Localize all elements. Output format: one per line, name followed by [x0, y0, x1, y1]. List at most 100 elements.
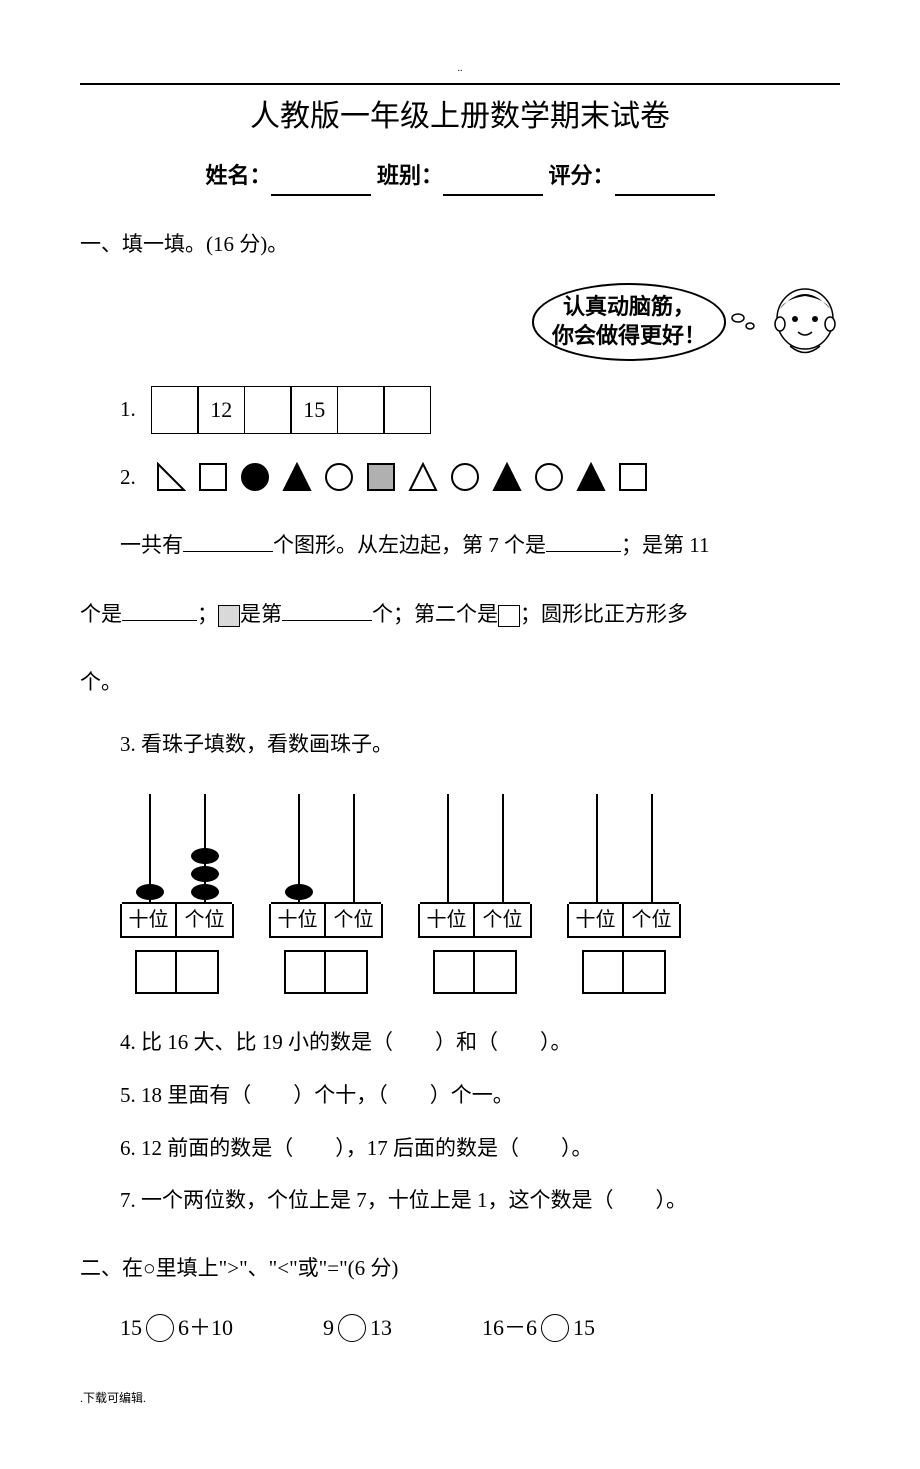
encouragement-area: 认真动脑筋， 你会做得更好！ [80, 283, 840, 360]
comp2-circle[interactable] [338, 1314, 366, 1342]
q2-blank1[interactable] [183, 532, 273, 552]
q7-text: 一个两位数，个位上是 7，十位上是 1，这个数是（ ）。 [141, 1188, 687, 1212]
q2-blank4[interactable] [282, 601, 372, 621]
q6-num: 6. [120, 1136, 136, 1160]
comp1-right: 6＋10 [178, 1308, 233, 1348]
q2-blank3[interactable] [122, 601, 197, 621]
comp2-left: 9 [323, 1308, 334, 1348]
abacus-1: 十位个位 [269, 794, 383, 994]
answer-boxes[interactable] [284, 950, 368, 994]
info-line: 姓名： 班别： 评分： [80, 156, 840, 196]
gray-square-icon [218, 605, 240, 627]
q6: 6. 12 前面的数是（ ），17 后面的数是（ ）。 [120, 1130, 840, 1168]
abacus-3: 十位个位 [567, 794, 681, 994]
triangle-icon [408, 462, 438, 492]
q2-t3: 个。 [80, 670, 122, 694]
q5: 5. 18 里面有（ ）个十，（ ）个一。 [120, 1077, 840, 1115]
comp-2: 9 13 [323, 1308, 392, 1348]
child-icon [770, 284, 840, 359]
q1-cell-1: 12 [197, 386, 245, 434]
q7: 7. 一个两位数，个位上是 7，十位上是 1，这个数是（ ）。 [120, 1182, 840, 1220]
header-dots: .. [80, 60, 840, 78]
comp2-right: 13 [370, 1308, 392, 1348]
square-icon [618, 462, 648, 492]
q2-shapes: 2. [120, 459, 840, 497]
comp1-circle[interactable] [146, 1314, 174, 1342]
ones-label: 个位 [475, 904, 530, 936]
q3: 3. 看珠子填数，看数画珠子。 [120, 726, 840, 764]
q5-num: 5. [120, 1083, 136, 1107]
name-blank[interactable] [271, 174, 371, 196]
q2-t2d: 个；第二个是 [372, 602, 498, 626]
q1-cell-5[interactable] [383, 386, 431, 434]
q1-cell-0[interactable] [151, 386, 199, 434]
white-square-icon [498, 605, 520, 627]
q4-num: 4. [120, 1030, 136, 1054]
ones-label: 个位 [177, 904, 232, 936]
triangle-icon [576, 462, 606, 492]
circle-icon [324, 462, 354, 492]
score-blank[interactable] [615, 174, 715, 196]
right-triangle-icon [156, 462, 186, 492]
section1-header: 一、填一填。(16 分)。 [80, 226, 840, 264]
tens-label: 十位 [420, 904, 475, 936]
comp1-left: 15 [120, 1308, 142, 1348]
answer-boxes[interactable] [135, 950, 219, 994]
comp-3: 16－6 15 [482, 1308, 595, 1348]
triangle-icon [282, 462, 312, 492]
q2-t2e: ；圆形比正方形多 [520, 602, 688, 626]
q5-text: 18 里面有（ ）个十，（ ）个一。 [141, 1083, 514, 1107]
bubble-line2: 你会做得更好！ [552, 322, 706, 351]
name-label: 姓名： [205, 163, 271, 188]
abacus-0: 十位个位 [120, 794, 234, 994]
bubble-tail-icon [730, 312, 760, 332]
header-rule [80, 83, 840, 85]
q3-num: 3. [120, 732, 136, 756]
q2-num: 2. [120, 459, 136, 497]
q2-blank2[interactable] [546, 532, 621, 552]
class-label: 班别： [377, 163, 443, 188]
q2-t2a: 个是 [80, 602, 122, 626]
bubble-line1: 认真动脑筋， [552, 293, 706, 322]
comp-1: 15 6＋10 [120, 1308, 233, 1348]
square-icon [198, 462, 228, 492]
q2-t1a: 一共有 [120, 533, 183, 557]
q2-text-line2: 个是 ； 是第 个；第二个是 ；圆形比正方形多 [80, 590, 840, 638]
comparison-row: 15 6＋10 9 13 16－6 15 [120, 1308, 840, 1348]
q2-text-line3: 个。 [80, 658, 840, 706]
q1-row: 1. 12 15 [120, 386, 840, 434]
q3-text: 看珠子填数，看数画珠子。 [141, 732, 393, 756]
comp3-circle[interactable] [541, 1314, 569, 1342]
score-label: 评分： [549, 163, 615, 188]
q1-cell-4[interactable] [337, 386, 385, 434]
q1-num: 1. [120, 391, 136, 429]
triangle-icon [492, 462, 522, 492]
q2-t2c: 是第 [240, 602, 282, 626]
q4: 4. 比 16 大、比 19 小的数是（ ）和（ ）。 [120, 1024, 840, 1062]
abacus-row: 十位个位十位个位十位个位十位个位 [120, 794, 840, 994]
section2-header: 二、在○里填上">"、"<"或"="(6 分) [80, 1250, 840, 1288]
q6-text: 12 前面的数是（ ），17 后面的数是（ ）。 [141, 1136, 593, 1160]
q4-text: 比 16 大、比 19 小的数是（ ）和（ ）。 [141, 1030, 572, 1054]
tens-label: 十位 [122, 904, 177, 936]
tens-label: 十位 [271, 904, 326, 936]
q2-t1b: 个图形。从左边起，第 7 个是 [273, 533, 546, 557]
answer-boxes[interactable] [582, 950, 666, 994]
q1-cell-2[interactable] [244, 386, 292, 434]
comp3-left: 16－6 [482, 1308, 537, 1348]
abacus-2: 十位个位 [418, 794, 532, 994]
q1-cell-3: 15 [290, 386, 338, 434]
ones-label: 个位 [624, 904, 679, 936]
thought-bubble: 认真动脑筋， 你会做得更好！ [532, 283, 726, 360]
footer: .下载可编辑. [80, 1388, 840, 1410]
comp3-right: 15 [573, 1308, 595, 1348]
answer-boxes[interactable] [433, 950, 517, 994]
square-icon [366, 462, 396, 492]
ones-label: 个位 [326, 904, 381, 936]
q2-t2b: ； [197, 602, 218, 626]
circle-icon [450, 462, 480, 492]
q2-text: 一共有个图形。从左边起，第 7 个是；是第 11 [120, 521, 840, 569]
page-title: 人教版一年级上册数学期末试卷 [80, 90, 840, 144]
class-blank[interactable] [443, 174, 543, 196]
tens-label: 十位 [569, 904, 624, 936]
